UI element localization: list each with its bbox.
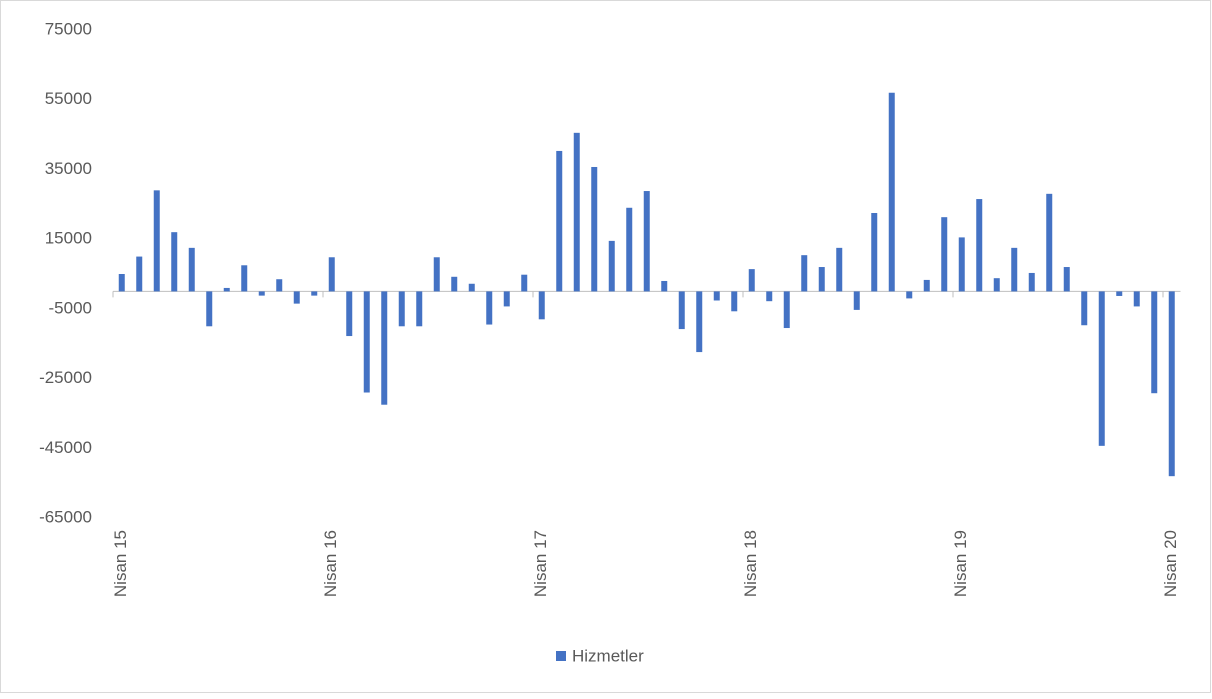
bar bbox=[906, 291, 913, 299]
bar bbox=[1151, 291, 1158, 394]
bar bbox=[293, 291, 300, 304]
bar bbox=[1063, 267, 1070, 292]
bar bbox=[1046, 193, 1053, 292]
bar bbox=[643, 191, 650, 292]
bar bbox=[818, 267, 825, 292]
bar bbox=[346, 291, 353, 337]
bar bbox=[801, 255, 808, 292]
bar bbox=[118, 274, 125, 292]
legend-label: Hizmetler bbox=[572, 646, 644, 665]
bar bbox=[608, 240, 615, 292]
bar bbox=[136, 256, 143, 292]
bar bbox=[871, 213, 878, 292]
y-tick-label: 55000 bbox=[45, 89, 92, 108]
x-tick-label: Nisan 18 bbox=[741, 530, 760, 597]
y-tick-label: -25000 bbox=[39, 368, 92, 387]
y-tick-label: 35000 bbox=[45, 159, 92, 178]
x-tick-label: Nisan 15 bbox=[111, 530, 130, 597]
bar bbox=[486, 291, 493, 325]
bar bbox=[923, 279, 930, 292]
bar bbox=[1116, 291, 1123, 296]
y-tick-label: 15000 bbox=[45, 229, 92, 248]
bar bbox=[766, 291, 773, 302]
bar bbox=[748, 269, 755, 292]
bar bbox=[591, 166, 598, 292]
legend-swatch bbox=[556, 651, 566, 661]
bar bbox=[188, 247, 195, 292]
bar bbox=[976, 199, 983, 292]
bar bbox=[451, 276, 458, 292]
bar bbox=[311, 291, 318, 296]
bar bbox=[941, 217, 948, 292]
bar bbox=[958, 237, 965, 292]
bar bbox=[468, 283, 475, 292]
bar bbox=[626, 207, 633, 292]
bar bbox=[241, 265, 248, 292]
y-tick-label: -65000 bbox=[39, 507, 92, 526]
bar bbox=[328, 257, 335, 292]
bar bbox=[993, 278, 1000, 292]
bar bbox=[556, 150, 563, 292]
bar bbox=[258, 291, 265, 296]
bar bbox=[153, 190, 160, 292]
bar bbox=[171, 232, 178, 292]
bar bbox=[363, 291, 370, 393]
bar bbox=[276, 279, 283, 292]
bar bbox=[1168, 291, 1175, 477]
bar bbox=[783, 291, 790, 329]
bar bbox=[731, 291, 738, 312]
bar bbox=[1028, 272, 1035, 292]
bar bbox=[416, 291, 423, 327]
bar bbox=[381, 291, 388, 405]
bar bbox=[223, 287, 230, 292]
x-tick-label: Nisan 17 bbox=[531, 530, 550, 597]
bar bbox=[1081, 291, 1088, 326]
x-tick-label: Nisan 19 bbox=[951, 530, 970, 597]
bar bbox=[206, 291, 213, 327]
bar bbox=[573, 132, 580, 292]
bar bbox=[521, 274, 528, 292]
x-tick-label: Nisan 20 bbox=[1161, 530, 1180, 597]
bar bbox=[678, 291, 685, 330]
bar bbox=[433, 257, 440, 292]
bar bbox=[853, 291, 860, 310]
bar bbox=[1098, 291, 1105, 446]
y-tick-label: 75000 bbox=[45, 19, 92, 38]
bar bbox=[888, 92, 895, 292]
bar bbox=[696, 291, 703, 353]
bar bbox=[503, 291, 510, 307]
bar bbox=[1011, 247, 1018, 292]
y-tick-label: -45000 bbox=[39, 438, 92, 457]
x-tick-label: Nisan 16 bbox=[321, 530, 340, 597]
bar bbox=[398, 291, 405, 327]
bar bbox=[713, 291, 720, 301]
bar bbox=[661, 280, 668, 292]
bar bbox=[538, 291, 545, 320]
bar bbox=[836, 247, 843, 292]
bar bbox=[1133, 291, 1140, 307]
y-tick-label: -5000 bbox=[49, 298, 92, 317]
